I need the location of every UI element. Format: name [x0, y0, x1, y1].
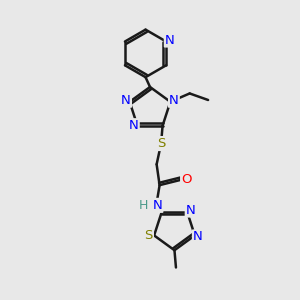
- Text: N: N: [165, 34, 175, 46]
- Text: S: S: [145, 229, 153, 242]
- Text: N: N: [121, 94, 131, 107]
- Text: S: S: [157, 137, 165, 150]
- Text: H: H: [139, 199, 148, 212]
- Text: N: N: [129, 119, 139, 132]
- Text: O: O: [181, 173, 192, 186]
- Text: N: N: [169, 94, 179, 107]
- Text: N: N: [193, 230, 203, 243]
- Text: N: N: [186, 203, 196, 217]
- Text: N: N: [153, 199, 162, 212]
